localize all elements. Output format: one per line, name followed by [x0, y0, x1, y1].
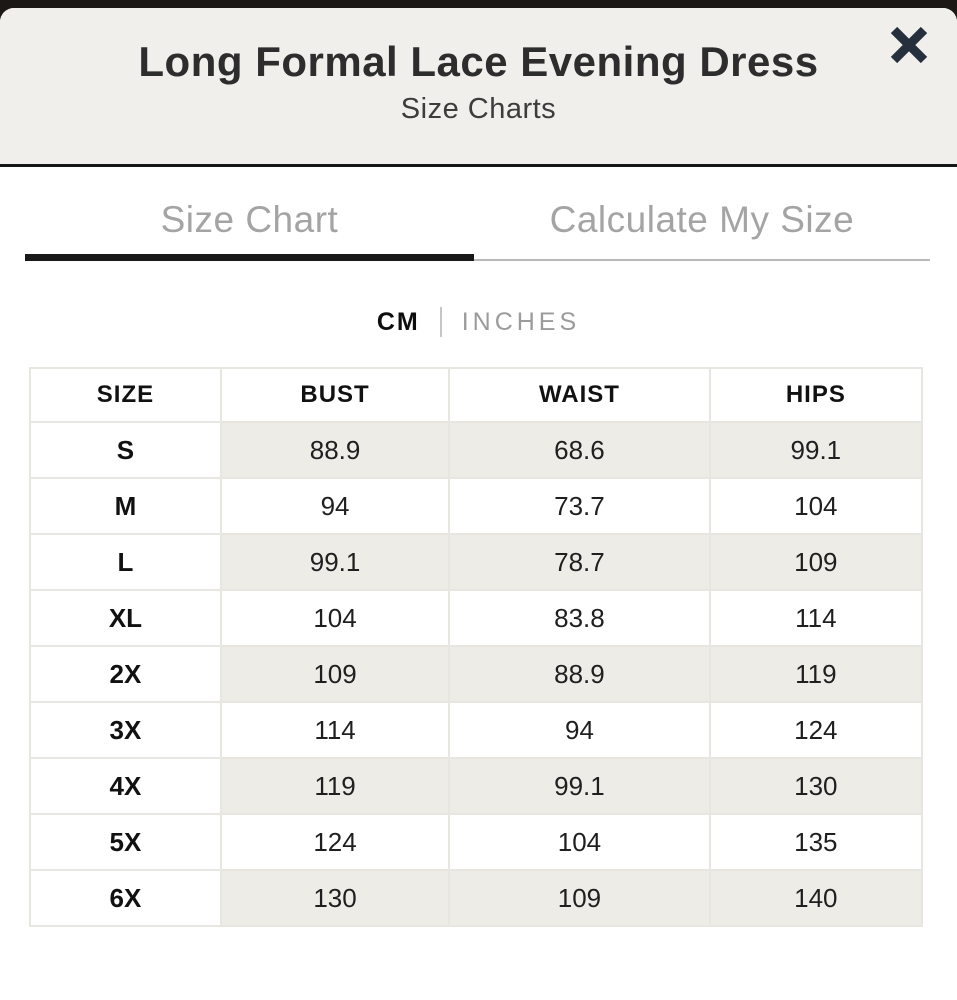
- value-cell: 140: [708, 869, 924, 928]
- close-icon: [886, 22, 932, 71]
- product-title: Long Formal Lace Evening Dress: [138, 38, 819, 85]
- value-cell: 130: [219, 869, 451, 928]
- unit-inches[interactable]: INCHES: [461, 307, 581, 336]
- size-cell: 5X: [29, 813, 222, 872]
- table-row: L 99.1 78.7 109: [29, 533, 924, 592]
- size-cell: 3X: [29, 701, 222, 760]
- size-chart-modal: Long Formal Lace Evening Dress Size Char…: [0, 8, 957, 1000]
- size-table-header: SIZE BUST WAIST HIPS: [29, 367, 924, 424]
- table-row: S 88.9 68.6 99.1: [29, 421, 924, 480]
- value-cell: 83.8: [448, 589, 711, 648]
- value-cell: 135: [708, 813, 924, 872]
- value-cell: 104: [708, 477, 924, 536]
- value-cell: 114: [708, 589, 924, 648]
- close-button[interactable]: [883, 20, 935, 72]
- value-cell: 104: [448, 813, 711, 872]
- value-cell: 109: [448, 869, 711, 928]
- value-cell: 88.9: [219, 421, 451, 480]
- size-cell: L: [29, 533, 222, 592]
- value-cell: 78.7: [448, 533, 711, 592]
- column-header-waist: WAIST: [448, 367, 711, 424]
- table-row: XL 104 83.8 114: [29, 589, 924, 648]
- unit-cm[interactable]: CM: [376, 307, 420, 336]
- size-cell: 6X: [29, 869, 222, 928]
- header-row: SIZE BUST WAIST HIPS: [29, 367, 924, 424]
- tab-size-chart[interactable]: Size Chart: [25, 199, 474, 262]
- table-row: 6X 130 109 140: [29, 869, 924, 928]
- value-cell: 99.1: [219, 533, 451, 592]
- value-cell: 88.9: [448, 645, 711, 704]
- value-cell: 94: [448, 701, 711, 760]
- tab-bar: Size Chart Calculate My Size: [25, 199, 930, 262]
- table-row: 5X 124 104 135: [29, 813, 924, 872]
- value-cell: 119: [708, 645, 924, 704]
- value-cell: 73.7: [448, 477, 711, 536]
- modal-header: Long Formal Lace Evening Dress Size Char…: [0, 8, 957, 168]
- table-row: 2X 109 88.9 119: [29, 645, 924, 704]
- size-cell: XL: [29, 589, 222, 648]
- value-cell: 119: [219, 757, 451, 816]
- value-cell: 124: [708, 701, 924, 760]
- value-cell: 130: [708, 757, 924, 816]
- value-cell: 94: [219, 477, 451, 536]
- table-row: 4X 119 99.1 130: [29, 757, 924, 816]
- value-cell: 109: [219, 645, 451, 704]
- value-cell: 99.1: [708, 421, 924, 480]
- value-cell: 99.1: [448, 757, 711, 816]
- size-table-body: S 88.9 68.6 99.1 M 94 73.7 104 L 99.1 78.7 109 XL 104…: [29, 421, 924, 928]
- value-cell: 68.6: [448, 421, 711, 480]
- size-table: SIZE BUST WAIST HIPS S 88.9 68.6 99.1 M 94 73.…: [29, 367, 924, 928]
- table-row: M 94 73.7 104: [29, 477, 924, 536]
- unit-divider: [439, 307, 442, 338]
- value-cell: 114: [219, 701, 451, 760]
- size-cell: M: [29, 477, 222, 536]
- size-cell: 2X: [29, 645, 222, 704]
- value-cell: 104: [219, 589, 451, 648]
- unit-toggle: CM INCHES: [0, 307, 957, 338]
- modal-subtitle: Size Charts: [400, 93, 557, 126]
- value-cell: 109: [708, 533, 924, 592]
- table-row: 3X 114 94 124: [29, 701, 924, 760]
- value-cell: 124: [219, 813, 451, 872]
- size-cell: 4X: [29, 757, 222, 816]
- column-header-hips: HIPS: [708, 367, 924, 424]
- column-header-bust: BUST: [219, 367, 451, 424]
- column-header-size: SIZE: [29, 367, 222, 424]
- size-cell: S: [29, 421, 222, 480]
- tab-calculate-my-size[interactable]: Calculate My Size: [473, 199, 930, 262]
